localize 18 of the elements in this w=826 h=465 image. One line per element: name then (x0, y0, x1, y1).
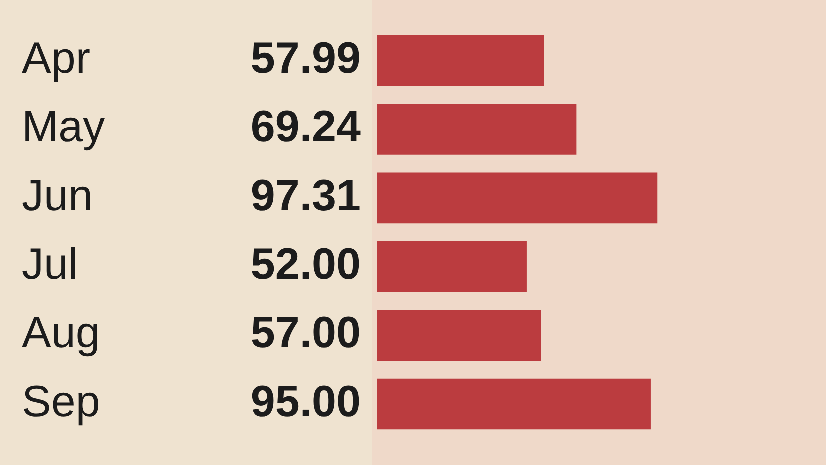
bar (377, 104, 577, 155)
data-label: 57.99 (250, 34, 361, 83)
y-tick-label: Apr (22, 34, 90, 83)
bar (377, 35, 544, 86)
data-label: 57.00 (250, 308, 361, 358)
y-tick-label: Jul (22, 240, 78, 289)
bar (377, 310, 542, 361)
bar (377, 378, 651, 430)
bar (377, 241, 527, 292)
bar (377, 172, 658, 224)
y-tick-label: Aug (22, 308, 100, 358)
y-tick-label: May (22, 102, 106, 152)
data-label: 52.00 (250, 240, 361, 289)
y-tick-label: Jun (22, 171, 93, 220)
y-tick-label: Sep (22, 377, 100, 426)
data-label: 97.31 (250, 171, 361, 220)
data-label: 95.00 (250, 377, 361, 426)
data-label: 69.24 (250, 102, 362, 152)
